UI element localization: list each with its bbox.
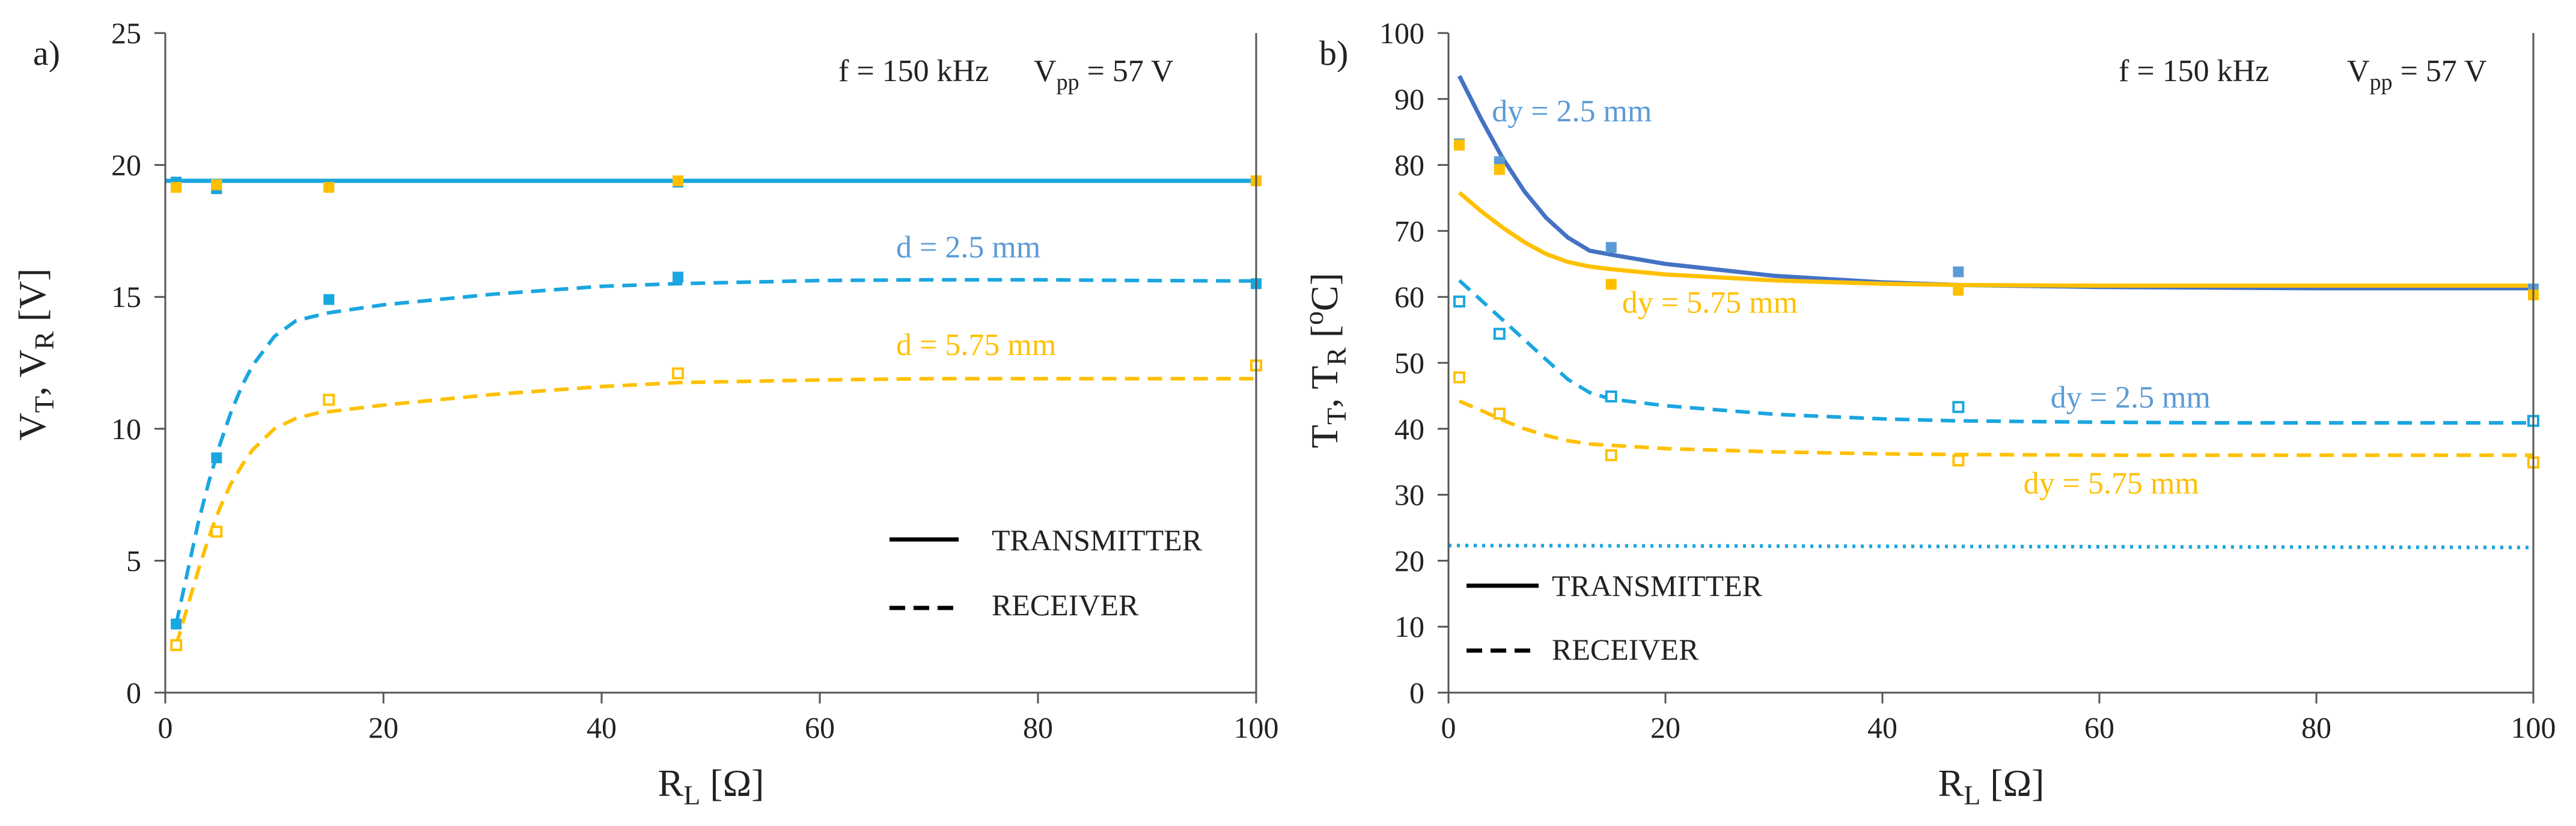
x-tick-label: 0	[158, 711, 173, 744]
data-point	[673, 272, 684, 283]
data-point	[1454, 139, 1465, 151]
data-point	[1493, 407, 1506, 420]
data-point	[211, 452, 222, 464]
panel-b-y-label: TT, TR [oC]	[1298, 273, 1352, 448]
y-tick-label: 50	[1394, 346, 1424, 380]
panel-b-label: b)	[1319, 34, 1348, 73]
data-point	[1953, 285, 1964, 296]
y-tick-label: 60	[1394, 280, 1424, 314]
x-tick-label: 80	[1023, 711, 1053, 744]
y-tick-label: 5	[126, 544, 141, 577]
y-tick-label: 15	[111, 280, 141, 314]
panel-a-vpp-note: Vpp = 57 V	[1034, 54, 1174, 95]
panel-a-y-label: VT, VR [V]	[11, 269, 60, 441]
panel-b-x-label: RL [Ω]	[1938, 762, 2045, 810]
y-tick-label: 30	[1394, 478, 1424, 512]
x-tick-label: 40	[587, 711, 617, 744]
panel-a-annotations: d = 2.5 mm d = 5.75 mm	[896, 230, 1056, 362]
data-point	[1953, 266, 1964, 278]
legend-receiver-label: RECEIVER	[992, 588, 1139, 622]
data-point	[1453, 295, 1466, 308]
data-point	[323, 393, 335, 406]
panel-b-markers	[1453, 138, 2539, 469]
y-tick-label: 70	[1394, 214, 1424, 247]
data-point	[323, 294, 335, 305]
series-line	[1458, 399, 2533, 457]
panel-a-frequency-note: f = 150 kHz	[838, 54, 989, 88]
panel-a-markers	[170, 175, 1262, 651]
data-point	[1605, 449, 1617, 461]
y-tick-label: 0	[126, 676, 141, 709]
data-point	[1605, 241, 1617, 253]
panel-b-vpp-note: Vpp = 57 V	[2347, 54, 2487, 95]
y-tick-label: 10	[111, 412, 141, 446]
y-tick-label: 25	[111, 16, 141, 50]
series-annotation: dy = 5.75 mm	[2024, 466, 2199, 500]
data-point	[323, 181, 335, 193]
data-point	[673, 175, 684, 186]
y-tick-label: 20	[111, 148, 141, 182]
x-tick-label: 40	[1867, 711, 1897, 744]
data-point	[171, 181, 182, 193]
panel-b-y-ticks: 0 10 20 30 40 50 60 70 80 90 100	[1379, 16, 1448, 709]
x-tick-label: 60	[2084, 711, 2114, 744]
series-line	[1457, 191, 2533, 288]
series-annotation: dy = 2.5 mm	[1492, 94, 1652, 129]
panel-b-legend: TRANSMITTER RECEIVER	[1467, 569, 1763, 666]
x-tick-label: 0	[1441, 711, 1456, 744]
series-line	[1458, 279, 2533, 425]
x-tick-label: 100	[1234, 711, 1279, 744]
data-point	[1605, 390, 1617, 402]
data-point	[1605, 279, 1617, 290]
data-point	[1952, 454, 1965, 467]
x-tick-label: 80	[2301, 711, 2331, 744]
x-tick-label: 20	[1650, 711, 1680, 744]
data-point	[672, 367, 685, 380]
x-tick-label: 20	[368, 711, 398, 744]
legend-receiver-label: RECEIVER	[1552, 633, 1699, 666]
y-tick-label: 80	[1394, 148, 1424, 182]
panel-b-x-ticks: 0 20 40 60 80 100	[1441, 693, 2556, 744]
panel-a-legend: TRANSMITTER RECEIVER	[890, 523, 1203, 622]
y-tick-label: 20	[1394, 544, 1424, 577]
data-point	[211, 179, 222, 190]
panel-a-x-label: RL [Ω]	[658, 762, 765, 810]
panel-a-axes	[164, 33, 1257, 694]
panel-b: b) 0 20 40 60 80 100 0 10 20 30 40 50 60 70 80 90 100 f…	[1298, 16, 2556, 810]
data-point	[171, 618, 182, 630]
data-point	[1453, 371, 1466, 384]
y-tick-label: 0	[1409, 676, 1424, 709]
panel-a-label: a)	[33, 34, 60, 73]
data-point	[1493, 327, 1506, 340]
panel-a-y-ticks: 0 5 10 15 20 25	[111, 16, 165, 709]
panel-b-curves	[1448, 74, 2534, 550]
data-point	[1494, 164, 1505, 175]
legend-transmitter-label: TRANSMITTER	[1552, 569, 1763, 603]
data-point	[1952, 401, 1965, 413]
series-annotation: dy = 2.5 mm	[2051, 381, 2211, 415]
series-line	[1457, 74, 2533, 291]
x-tick-label: 60	[805, 711, 835, 744]
series-annotation: dy = 5.75 mm	[1622, 286, 1798, 320]
y-tick-label: 10	[1394, 610, 1424, 643]
series-annotation: d = 5.75 mm	[896, 328, 1056, 362]
legend-transmitter-label: TRANSMITTER	[992, 523, 1203, 557]
data-point	[170, 639, 183, 651]
x-tick-label: 100	[2511, 711, 2556, 744]
panel-b-annotations: dy = 2.5 mm dy = 5.75 mm dy = 2.5 mm dy = 5…	[1492, 94, 2211, 500]
panel-a: a) 0 20 40 60 80 100 0 5 10 15 20 25 f = 150 kHz V…	[11, 16, 1279, 810]
series-annotation: d = 2.5 mm	[896, 230, 1040, 264]
panel-b-frequency-note: f = 150 kHz	[2119, 54, 2269, 88]
y-tick-label: 40	[1394, 412, 1424, 446]
series-line	[174, 278, 1257, 625]
y-tick-label: 100	[1379, 16, 1424, 50]
y-tick-label: 90	[1394, 82, 1424, 116]
data-point	[210, 526, 223, 538]
panel-a-x-ticks: 0 20 40 60 80 100	[158, 693, 1279, 744]
